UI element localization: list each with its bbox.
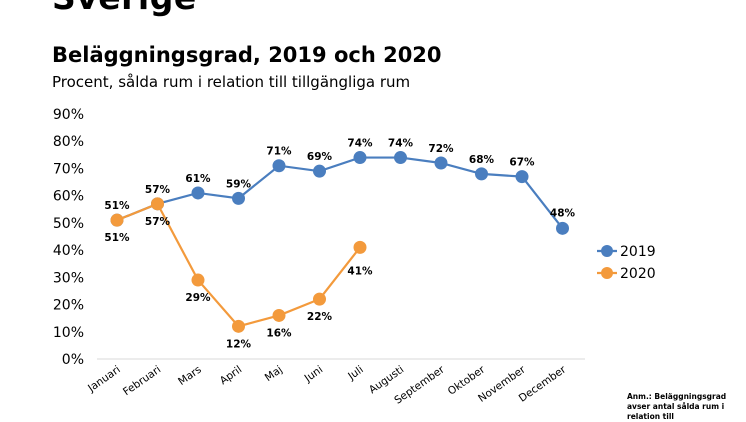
data-point-2019 [313, 164, 326, 178]
x-tick-label: Juli [345, 364, 365, 383]
x-tick-label: Mars [176, 364, 204, 388]
data-point-2019 [434, 156, 448, 170]
data-point-2019 [353, 151, 367, 165]
data-point-2019 [232, 191, 245, 205]
x-tick-label: Juni [302, 364, 326, 385]
data-label-2019: 67% [509, 157, 535, 169]
legend-label-2019: 2019 [620, 244, 656, 260]
data-point-2019 [556, 221, 569, 235]
data-label-2020: 41% [347, 265, 373, 277]
data-label-2019: 68% [469, 154, 495, 166]
data-label-2020: 57% [145, 216, 171, 228]
data-label-2019: 69% [307, 151, 333, 163]
y-tick-label: 80% [53, 134, 84, 150]
data-label-2019: 71% [266, 146, 292, 158]
series-line-2019 [116, 156, 564, 230]
data-label-2019: 59% [226, 178, 252, 190]
data-label-2019: 51% [104, 200, 130, 212]
data-label-2019: 61% [185, 173, 211, 185]
y-tick-label: 20% [53, 298, 84, 314]
page-title: Sverige [52, 0, 197, 17]
data-label-2020: 22% [307, 311, 333, 323]
data-point-2020 [151, 197, 164, 211]
y-tick-label: 0% [62, 352, 84, 368]
data-point-2020 [191, 273, 205, 287]
data-label-2019: 48% [550, 207, 576, 219]
data-point-2020 [272, 308, 286, 322]
x-tick-label: Maj [263, 364, 285, 384]
data-point-2019 [394, 151, 407, 165]
data-label-2020: 16% [266, 327, 292, 339]
data-label-2019: 57% [145, 184, 171, 196]
chart-subtitle: Procent, sålda rum i relation till tillg… [52, 73, 411, 91]
data-point-2019 [272, 159, 286, 173]
y-tick-label: 10% [53, 325, 84, 341]
y-tick-label: 90% [53, 107, 84, 123]
data-point-2019 [191, 186, 205, 200]
data-label-2019: 72% [428, 143, 454, 155]
data-label-2020: 12% [226, 338, 252, 350]
data-point-2019 [515, 170, 529, 184]
data-point-2020 [232, 319, 245, 333]
data-label-2020: 51% [104, 232, 130, 244]
x-tick-label: Januari [85, 364, 123, 395]
y-tick-label: 70% [53, 161, 84, 177]
chart-title: Beläggningsgrad, 2019 och 2020 [52, 43, 442, 67]
y-tick-label: 50% [53, 216, 84, 232]
data-point-2020 [353, 240, 367, 254]
legend-label-2020: 2020 [620, 266, 656, 282]
footnote: Anm.: Beläggningsgrad avser antal sålda … [627, 392, 727, 421]
data-point-2020 [110, 213, 124, 227]
y-tick-label: 60% [53, 189, 84, 205]
y-tick-label: 40% [53, 243, 84, 259]
data-point-2019 [475, 167, 488, 181]
data-label-2020: 29% [185, 292, 211, 304]
x-tick-label: April [218, 364, 245, 388]
data-label-2019: 74% [388, 138, 414, 150]
legend-marker-2020 [601, 267, 613, 279]
legend-marker-2019 [601, 245, 613, 257]
data-label-2019: 74% [347, 138, 373, 150]
x-tick-label: Februari [121, 364, 163, 399]
y-tick-label: 30% [53, 270, 84, 286]
data-point-2020 [313, 292, 326, 306]
